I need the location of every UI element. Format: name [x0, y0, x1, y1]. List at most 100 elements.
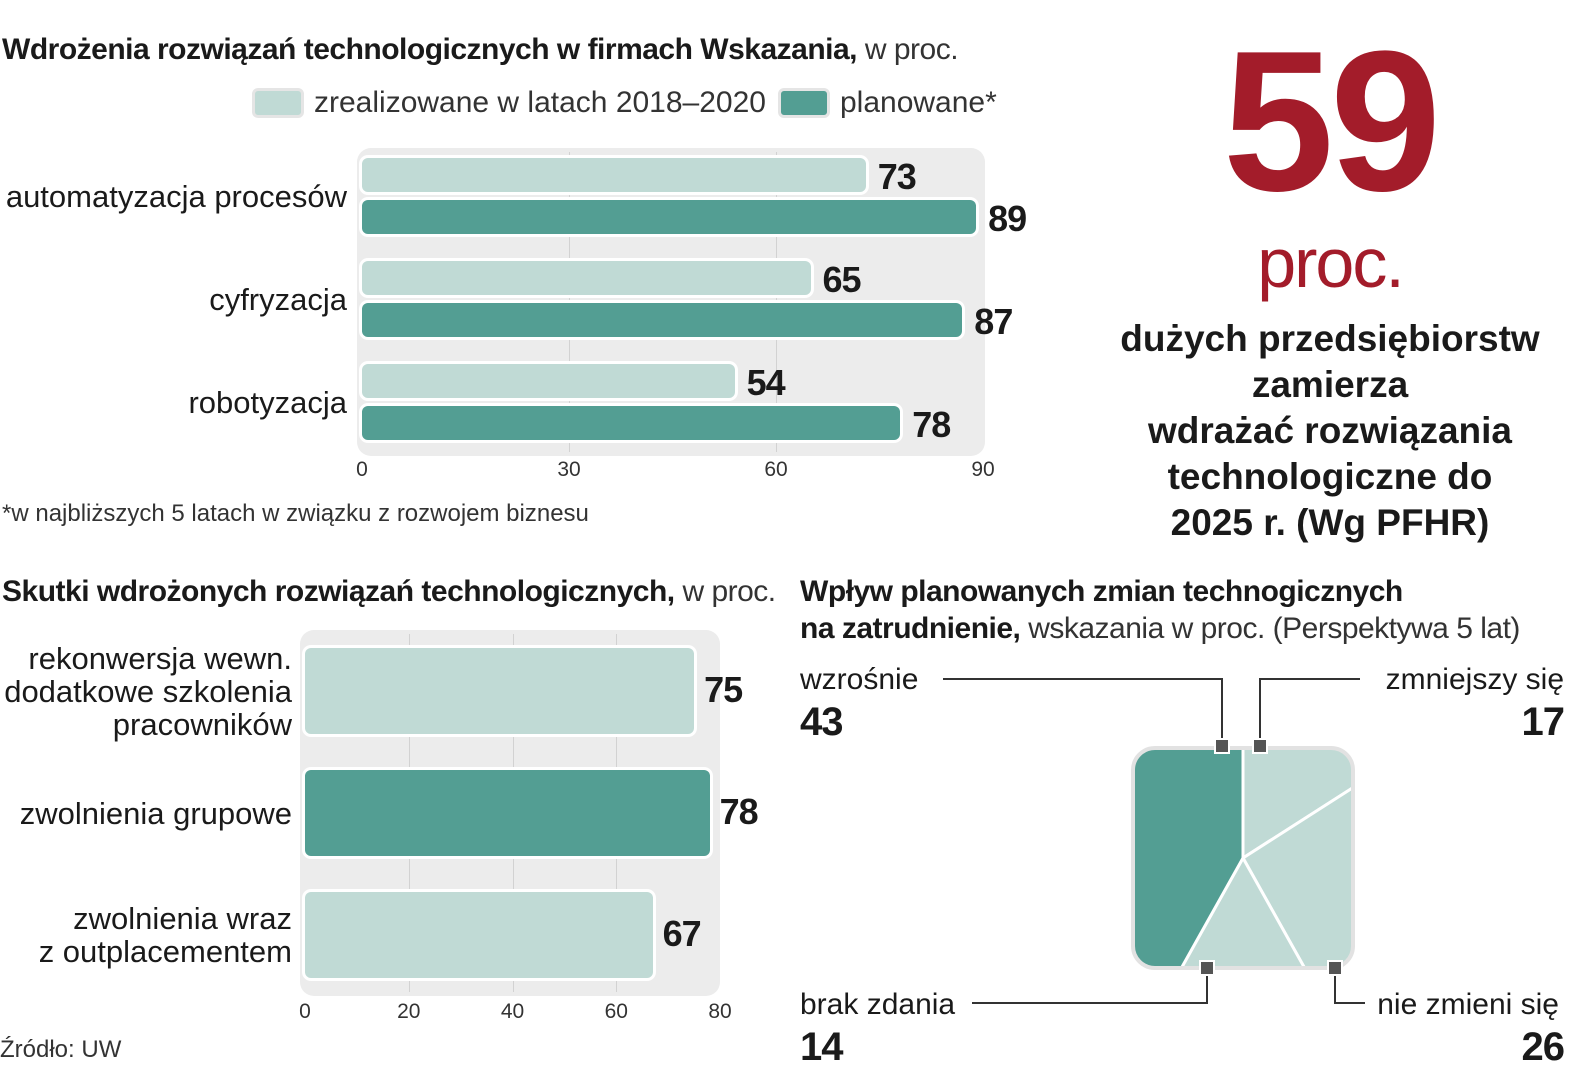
- callout-line: 2025 r. (Wg PFHR): [1170, 502, 1490, 543]
- pie-label-grow: wzrośnie: [800, 663, 918, 697]
- pie-label-text: brak zdania: [800, 988, 956, 1021]
- legend-label-realized: zrealizowane w latach 2018–2020: [314, 86, 766, 119]
- x-tick-label: 30: [557, 458, 581, 481]
- leader-line-no-opinion: [972, 970, 1208, 1004]
- chart3-title: Wpływ planowanych zmian technogicznych n…: [800, 575, 1520, 646]
- value-label: 75: [704, 669, 743, 710]
- category-label-line: dodatkowe szkolenia: [4, 673, 292, 709]
- x-tick-label: 80: [708, 1000, 732, 1023]
- pie-value-text: 14: [800, 1025, 843, 1069]
- value-label: 54: [746, 362, 786, 403]
- pie-value-text: 17: [1521, 700, 1565, 744]
- pie-value-text: 26: [1521, 1025, 1565, 1069]
- callout-line: technologiczne do: [1167, 456, 1493, 497]
- pie-label-no-change: nie zmieni się: [1377, 988, 1559, 1022]
- x-tick-label: 90: [971, 458, 995, 481]
- callout-unit: proc.: [1257, 224, 1405, 302]
- bar: [305, 892, 653, 978]
- chart1: 0 30 60 90 automatyzacja procesów 73 89 cyfryza…: [0, 0, 1100, 540]
- callout-line: zamierza: [1251, 364, 1409, 405]
- leader-line-grow: [943, 678, 1223, 744]
- x-tick-label: 60: [764, 458, 788, 481]
- pie-label-text: wzrośnie: [800, 663, 919, 696]
- source-note: Źródło: UW: [0, 1036, 122, 1063]
- pie-border: [1131, 746, 1355, 970]
- legend-swatch-dark: [777, 88, 830, 118]
- chart2-title-light: w proc.: [674, 575, 776, 608]
- bar: [362, 261, 811, 295]
- pie-slice: [1133, 748, 1245, 968]
- chart3-title-line2-light: wskazania w proc. (Perspektywa 5 lat): [1020, 612, 1520, 645]
- chart3-title-line1: Wpływ planowanych zmian technogicznych: [800, 575, 1403, 608]
- category-label: automatyzacja procesów: [5, 179, 347, 214]
- bar: [362, 200, 977, 234]
- value-label: 78: [719, 791, 759, 832]
- x-tick-label: 20: [397, 1000, 421, 1023]
- bar: [305, 648, 695, 734]
- category-label-line: zwolnienia grupowe: [19, 795, 292, 831]
- pie-label-decrease: zmniejszy się: [1386, 663, 1564, 697]
- chart2-title: Skutki wdrożonych rozwiązań technologicz…: [2, 575, 776, 609]
- value-label: 67: [662, 913, 702, 954]
- category-label-line: pracowników: [112, 706, 292, 742]
- x-tick-label: 0: [299, 1000, 311, 1023]
- pie-label-text: nie zmieni się: [1377, 988, 1559, 1021]
- chart3-title-line2-bold: na zatrudnienie,: [800, 612, 1021, 645]
- callout-line: wdrażać rozwiązania: [1148, 410, 1512, 451]
- pie-value-decrease: 17: [1522, 700, 1565, 745]
- x-tick-label: 60: [604, 1000, 628, 1023]
- legend-item-realized: zrealizowane w latach 2018–2020: [252, 86, 766, 120]
- pie-value-no-opinion: 14: [800, 1025, 843, 1070]
- category-label: rekonwersja wewn. dodatkowe szkolenia prac…: [4, 642, 292, 741]
- bar: [362, 303, 963, 337]
- chart2: 0 20 40 60 80 rekonwersja wewn. dodatkowe szko…: [0, 0, 800, 1060]
- value-label: 87: [974, 301, 1013, 342]
- leader-line-no-change: [1334, 970, 1365, 1004]
- chart1-title-light: w proc.: [857, 33, 959, 66]
- chart1-footnote: *w najbliższych 5 latach w związku z roz…: [2, 500, 589, 527]
- category-label: robotyzacja: [188, 385, 347, 420]
- leader-marker: [1214, 738, 1230, 754]
- value-label: 78: [912, 404, 951, 445]
- pie-slices: [1133, 748, 1353, 968]
- value-label: 73: [877, 156, 917, 197]
- category-label: zwolnienia grupowe: [20, 797, 292, 830]
- chart2-title-bold: Skutki wdrożonych rozwiązań technologicz…: [2, 575, 675, 608]
- category-label: cyfryzacja: [209, 282, 347, 317]
- chart1-title-bold: Wdrożenia rozwiązań technologicznych w f…: [2, 33, 858, 66]
- chart1-title: Wdrożenia rozwiązań technologicznych w f…: [2, 33, 959, 67]
- pie-value-grow: 43: [800, 700, 843, 745]
- chart1-plot-area: [357, 148, 985, 456]
- callout-line: dużych przedsiębiorstw: [1120, 318, 1540, 359]
- category-label-line: z outplacementem: [38, 934, 292, 969]
- gridline: [569, 152, 570, 452]
- callout-number: 59: [1222, 10, 1441, 233]
- bar: [362, 364, 735, 398]
- bar: [362, 158, 866, 192]
- x-tick-label: 0: [356, 458, 368, 481]
- category-label: zwolnienia wraz z outplacementem: [39, 902, 292, 968]
- pie-value-text: 43: [800, 700, 843, 744]
- legend-label-planned: planowane*: [839, 86, 997, 119]
- category-label-line: rekonwersja wewn.: [28, 640, 292, 676]
- category-label-line: zwolnienia wraz: [73, 901, 292, 936]
- chart1-legend: zrealizowane w latach 2018–2020 planowan…: [252, 86, 997, 120]
- gridline: [776, 152, 777, 452]
- leader-marker: [1252, 738, 1268, 754]
- bar: [305, 770, 710, 856]
- leader-marker: [1199, 960, 1215, 976]
- leader-line-decrease: [1259, 678, 1360, 744]
- callout-text: dużych przedsiębiorstw zamierza wdrażać …: [1100, 316, 1560, 546]
- callout: 59 proc. dużych przedsiębiorstw zamierza…: [1100, 22, 1560, 546]
- bar: [362, 406, 901, 440]
- legend-item-planned: planowane*: [777, 86, 997, 120]
- legend-swatch-light: [252, 88, 304, 118]
- pie-label-no-opinion: brak zdania: [800, 988, 955, 1022]
- pie-label-text: zmniejszy się: [1385, 663, 1564, 696]
- x-tick-label: 40: [500, 1000, 525, 1023]
- pie-value-no-change: 26: [1522, 1025, 1565, 1070]
- value-label: 65: [822, 259, 862, 300]
- value-label: 89: [988, 198, 1027, 239]
- leader-marker: [1327, 960, 1343, 976]
